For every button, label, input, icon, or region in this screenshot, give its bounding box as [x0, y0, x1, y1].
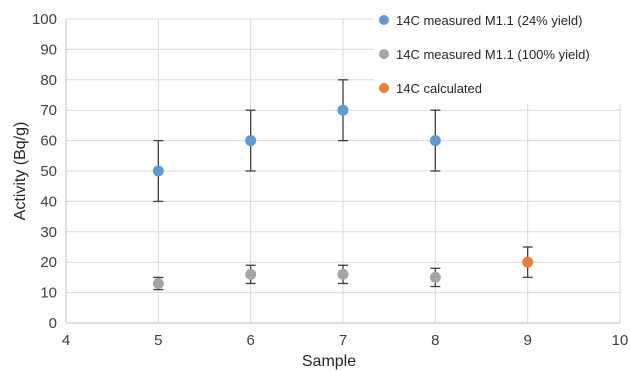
tick-labels: 0 10 20 30 40 50 60 70 80 90 100 4 5 6 7 8 9 10 — [32, 11, 628, 349]
legend-label: 14C measured M1.1 (24% yield) — [396, 13, 582, 28]
x-tick-label: 5 — [154, 332, 162, 349]
y-tick-label: 100 — [32, 11, 57, 28]
data-point — [245, 135, 257, 147]
data-point — [152, 277, 164, 289]
data-point — [337, 268, 349, 280]
y-tick-label: 40 — [40, 193, 57, 210]
legend-marker — [379, 49, 389, 59]
y-tick-label: 10 — [40, 285, 57, 302]
y-tick-label: 20 — [40, 254, 57, 271]
y-tick-label: 50 — [40, 163, 57, 180]
x-tick-label: 6 — [246, 332, 254, 349]
y-tick-label: 70 — [40, 102, 57, 119]
x-tick-label: 9 — [523, 332, 531, 349]
data-point — [429, 135, 441, 147]
y-tick-label: 90 — [40, 41, 57, 58]
y-tick-label: 60 — [40, 133, 57, 150]
y-axis-title: Activity (Bq/g) — [12, 122, 29, 221]
legend-label: 14C measured M1.1 (100% yield) — [396, 47, 590, 62]
legend-label: 14C calculated — [396, 81, 482, 96]
x-tick-label: 10 — [612, 332, 629, 349]
y-tick-label: 0 — [49, 315, 57, 332]
data-point — [152, 165, 164, 177]
x-axis-title: Sample — [302, 353, 356, 370]
legend-background — [374, 6, 624, 104]
y-tick-label: 30 — [40, 224, 57, 241]
data-points — [152, 104, 534, 289]
data-point — [245, 268, 257, 280]
legend-marker — [379, 15, 389, 25]
data-point — [522, 256, 534, 268]
y-tick-label: 80 — [40, 72, 57, 89]
legend-marker — [379, 83, 389, 93]
x-tick-label: 7 — [339, 332, 347, 349]
data-point — [429, 271, 441, 283]
x-tick-label: 4 — [62, 332, 70, 349]
axes — [65, 19, 620, 324]
legend: 14C measured M1.1 (24% yield) 14C measure… — [374, 6, 624, 104]
data-point — [337, 104, 349, 116]
x-tick-label: 8 — [431, 332, 439, 349]
